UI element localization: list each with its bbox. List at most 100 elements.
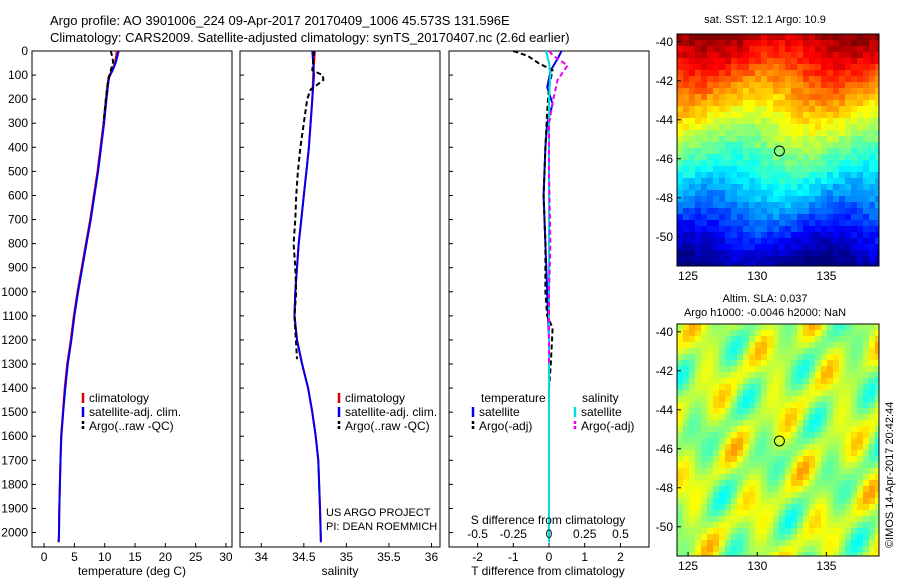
map-cell: [875, 462, 879, 468]
map-cell: [755, 154, 761, 160]
map-cell: [695, 118, 701, 124]
map-cell: [767, 498, 773, 504]
map-cell: [803, 546, 809, 552]
map-cell: [839, 118, 845, 124]
map-cell: [755, 136, 761, 142]
map-cell: [809, 456, 815, 462]
map-cell: [779, 202, 785, 208]
map-cell: [869, 522, 875, 528]
map-cell: [719, 154, 725, 160]
map-cell: [857, 528, 863, 534]
map-cell: [785, 336, 791, 342]
legend-entry: satellite: [581, 405, 622, 419]
map-cell: [689, 492, 695, 498]
map-cell: [701, 244, 707, 250]
map-cell: [785, 172, 791, 178]
map-cell: [713, 372, 719, 378]
map-cell: [773, 438, 779, 444]
map-cell: [689, 402, 695, 408]
map-cell: [827, 130, 833, 136]
map-cell: [797, 552, 803, 556]
map-cell: [857, 154, 863, 160]
map-cell: [839, 336, 845, 342]
map-cell: [707, 232, 713, 238]
map-cell: [707, 420, 713, 426]
map-cell: [827, 420, 833, 426]
map-cell: [815, 456, 821, 462]
map-cell: [767, 196, 773, 202]
map-cell: [803, 510, 809, 516]
map-cell: [839, 432, 845, 438]
map-cell: [725, 456, 731, 462]
map-cell: [743, 528, 749, 534]
map-cell: [743, 354, 749, 360]
map-cell: [701, 34, 707, 40]
map-cell: [803, 408, 809, 414]
map-cell: [869, 540, 875, 546]
map-cell: [869, 516, 875, 522]
map-cell: [875, 420, 879, 426]
map-cell: [797, 426, 803, 432]
map-cell: [683, 372, 689, 378]
map-cell: [755, 244, 761, 250]
map-cell: [863, 420, 869, 426]
map-cell: [677, 324, 683, 330]
map-cell: [737, 372, 743, 378]
map-cell: [821, 438, 827, 444]
map-cell: [725, 330, 731, 336]
map-cell: [833, 46, 839, 52]
map-cell: [827, 124, 833, 130]
map-cell: [743, 202, 749, 208]
map-cell: [749, 94, 755, 100]
map-cell: [683, 256, 689, 262]
map-cell: [737, 504, 743, 510]
map-cell: [797, 402, 803, 408]
map-cell: [803, 486, 809, 492]
map-cell: [845, 456, 851, 462]
x-tick-label-s: -0.25: [500, 527, 528, 541]
map-cell: [761, 390, 767, 396]
map-cell: [821, 516, 827, 522]
map-cell: [767, 450, 773, 456]
map-cell: [803, 534, 809, 540]
map-cell: [863, 46, 869, 52]
map-cell: [821, 390, 827, 396]
map-cell: [869, 262, 875, 266]
map-cell: [731, 360, 737, 366]
map-cell: [683, 366, 689, 372]
map-cell: [875, 432, 879, 438]
map-cell: [827, 546, 833, 552]
map-cell: [737, 348, 743, 354]
map-cell: [695, 34, 701, 40]
map-cell: [689, 178, 695, 184]
map-cell: [743, 226, 749, 232]
map-cell: [701, 396, 707, 402]
map-cell: [833, 136, 839, 142]
map-cell: [719, 486, 725, 492]
map-cell: [707, 136, 713, 142]
map-cell: [803, 250, 809, 256]
map-cell: [737, 414, 743, 420]
map-cell: [863, 142, 869, 148]
map-cell: [773, 136, 779, 142]
map-cell: [803, 118, 809, 124]
map-cell: [839, 172, 845, 178]
map-cell: [863, 456, 869, 462]
map-cell: [803, 492, 809, 498]
map-cell: [725, 378, 731, 384]
map-cell: [785, 76, 791, 82]
map-cell: [737, 142, 743, 148]
map-cell: [737, 522, 743, 528]
map-cell: [773, 444, 779, 450]
map-cell: [701, 324, 707, 330]
map-cell: [863, 450, 869, 456]
map-cell: [677, 226, 683, 232]
map-cell: [713, 154, 719, 160]
map-cell: [845, 324, 851, 330]
map-cell: [713, 94, 719, 100]
map-cell: [689, 82, 695, 88]
map-cell: [743, 372, 749, 378]
map-cell: [833, 94, 839, 100]
map-cell: [815, 172, 821, 178]
y-tick-label: 900: [8, 261, 28, 275]
